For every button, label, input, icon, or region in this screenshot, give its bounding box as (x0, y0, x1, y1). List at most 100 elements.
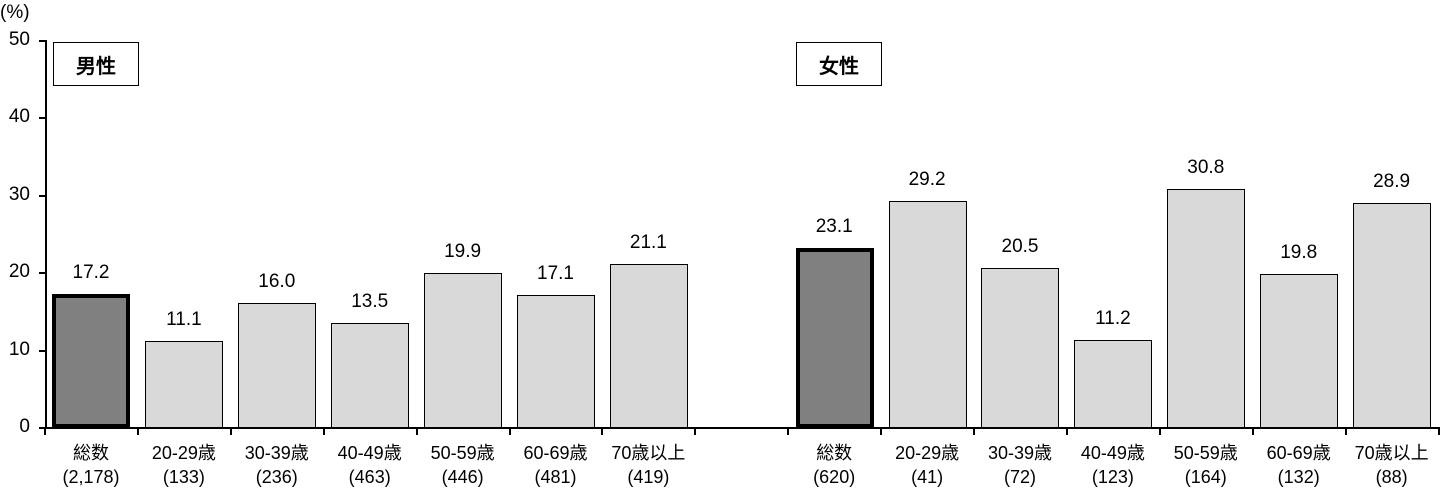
x-category-label: 60-69歳 (481) (510, 441, 602, 489)
bar-age-group (888, 200, 967, 428)
category-name: 60-69歳 (523, 443, 588, 463)
bar-age-group (1074, 340, 1153, 428)
y-tick-label: 30 (8, 183, 30, 205)
sample-size: (164) (1184, 467, 1227, 487)
bar-value-label: 20.5 (1001, 236, 1039, 258)
sample-size: (236) (255, 467, 298, 487)
y-axis-unit: (%) (0, 2, 30, 23)
bar-value-label: 19.8 (1280, 241, 1318, 263)
y-tick-label: 20 (8, 261, 30, 283)
x-tick-mark (1344, 427, 1347, 435)
sample-size: (481) (534, 467, 577, 487)
bar-value-label: 16.0 (258, 271, 296, 293)
sample-size: (88) (1375, 467, 1408, 487)
y-tick-mark (39, 427, 46, 429)
x-category-label: 40-49歳 (123) (1067, 441, 1159, 489)
y-tick-mark (39, 117, 46, 120)
x-tick-mark (229, 427, 232, 435)
y-tick-label: 10 (8, 338, 30, 360)
x-tick-mark (322, 427, 325, 435)
y-axis-line (45, 40, 47, 428)
x-tick-mark (880, 427, 883, 435)
category-name: 総数 (73, 443, 109, 463)
x-tick-mark (1065, 427, 1068, 435)
bar-value-label: 23.1 (815, 216, 853, 238)
bar-age-group (145, 341, 224, 428)
x-category-label: 50-59歳 (164) (1160, 441, 1252, 489)
y-tick-mark (39, 40, 46, 42)
category-name: 60-69歳 (1266, 443, 1331, 463)
sample-size: (123) (1091, 467, 1134, 487)
y-tick-mark (39, 272, 46, 275)
category-name: 20-29歳 (895, 443, 960, 463)
bar-value-label: 21.1 (629, 231, 667, 253)
category-name: 30-39歳 (987, 443, 1053, 463)
x-tick-mark (136, 427, 139, 435)
x-tick-mark (508, 427, 511, 435)
bar-age-group (1353, 203, 1432, 428)
y-tick-label: 50 (8, 29, 30, 50)
bar-age-group (981, 268, 1060, 428)
panel-label-female: 女性 (796, 42, 882, 86)
sample-size: (2,178) (62, 467, 120, 487)
category-name: 総数 (816, 443, 853, 463)
category-name: 30-39歳 (244, 443, 309, 463)
bar-value-label: 17.1 (537, 262, 574, 284)
x-tick-mark (1158, 427, 1161, 435)
bar-value-label: 28.9 (1373, 171, 1411, 193)
x-category-label: 30-39歳 (72) (974, 441, 1066, 489)
x-category-label: 70歳以上 (419) (602, 441, 694, 489)
y-tick-label: 40 (8, 106, 30, 128)
x-category-label: 総数 (620) (788, 441, 880, 489)
bar-value-label: 30.8 (1187, 156, 1225, 178)
bar-total (795, 248, 874, 428)
sample-size: (132) (1277, 467, 1320, 487)
x-tick-mark (415, 427, 418, 435)
x-category-label: 総数 (2,178) (45, 441, 137, 489)
bar-value-label: 11.2 (1095, 308, 1131, 330)
category-name: 20-29歳 (151, 443, 216, 463)
sample-size: (446) (441, 467, 484, 487)
x-tick-mark (973, 427, 975, 435)
x-tick-mark (1251, 427, 1254, 435)
x-tick-mark (44, 427, 46, 435)
y-tick-label: 0 (19, 416, 30, 437)
x-category-label: 50-59歳 (446) (417, 441, 509, 489)
sample-size: (41) (911, 467, 944, 487)
sample-size: (620) (813, 467, 856, 487)
bar-age-group (424, 272, 503, 428)
x-category-label: 20-29歳 (133) (138, 441, 230, 489)
x-category-label: 60-69歳 (132) (1253, 441, 1345, 489)
x-tick-mark (601, 427, 604, 435)
bar-value-label: 19.9 (444, 240, 482, 262)
bar-value-label: 29.2 (908, 168, 946, 190)
category-name: 50-59歳 (1173, 443, 1238, 463)
x-category-label: 20-29歳 (41) (881, 441, 973, 489)
bar-total (52, 293, 131, 428)
sample-size: (419) (627, 467, 670, 487)
x-category-label: 30-39歳 (236) (231, 441, 323, 489)
y-tick-mark (39, 349, 46, 352)
bar-age-group (1167, 188, 1246, 428)
category-name: 40-49歳 (1080, 443, 1145, 463)
y-tick-mark (39, 194, 46, 197)
bar-age-group (1260, 273, 1339, 428)
x-category-label: 70歳以上 (88) (1346, 441, 1438, 489)
x-tick-mark (787, 427, 790, 435)
x-category-label: 40-49歳 (463) (324, 441, 416, 489)
category-name: 50-59歳 (430, 443, 495, 463)
x-axis-line (45, 427, 1439, 429)
category-name: 70歳以上 (611, 443, 686, 463)
bar-age-group (609, 263, 688, 428)
category-name: 70歳以上 (1354, 443, 1429, 463)
category-name: 40-49歳 (337, 443, 402, 463)
bar-age-group (516, 294, 595, 428)
panel-label-male: 男性 (53, 42, 139, 86)
bar-age-group (331, 322, 410, 428)
x-tick-mark (694, 427, 697, 435)
sample-size: (463) (348, 467, 391, 487)
x-tick-mark (1437, 427, 1440, 435)
bar-value-label: 13.5 (351, 290, 389, 312)
bar-value-label: 11.1 (166, 309, 202, 331)
